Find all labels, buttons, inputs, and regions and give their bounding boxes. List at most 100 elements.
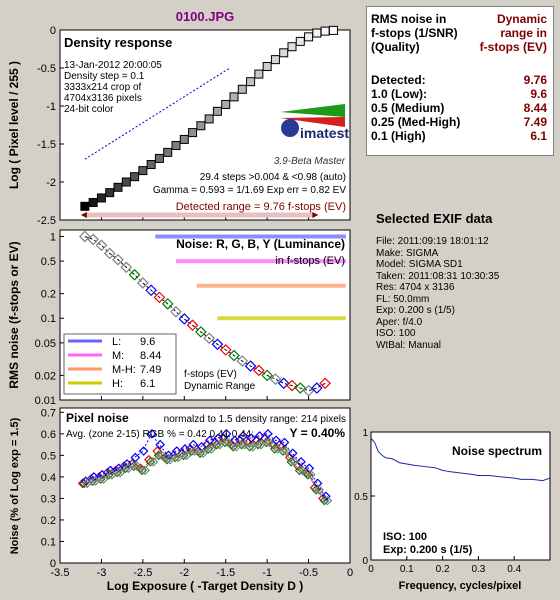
dynamic-range-table: RMS noise in f-stops (1/SNR) (Quality) D… — [366, 6, 554, 156]
x-tick-label: -0.5 — [299, 567, 318, 579]
y-tick-label: 0.6 — [41, 429, 56, 441]
logo-name: imatest — [300, 125, 349, 141]
pixel-noise-marker — [264, 437, 275, 448]
pixel-noise-marker — [272, 444, 283, 454]
density-step-marker — [304, 32, 314, 42]
pixel-noise-marker — [220, 437, 230, 448]
pixel-noise-marker — [79, 478, 89, 489]
logo-version: 3.9-Beta Master — [274, 156, 346, 167]
noise-marker — [311, 382, 323, 394]
pixel-noise-marker — [321, 491, 331, 502]
noise-marker — [302, 384, 315, 397]
y-tick-label: 0 — [50, 558, 56, 570]
pixel-noise-series-B — [84, 432, 326, 497]
density-step-marker — [96, 193, 106, 203]
noise-marker — [228, 349, 240, 362]
noise-marker — [195, 326, 207, 338]
density-step-marker — [138, 166, 148, 176]
density-step-marker — [105, 188, 115, 198]
noise-marker — [87, 233, 99, 246]
density-info-line: Density step = 0.1 — [64, 71, 145, 82]
gamma-fit-line — [84, 67, 231, 160]
pixel-noise-marker — [130, 452, 141, 463]
pixel-noise-marker — [256, 439, 266, 450]
y-tick-label: 0.01 — [35, 395, 56, 407]
pixel-noise-plot-area — [59, 407, 351, 564]
pixel-noise-marker — [138, 446, 149, 456]
noise-marker — [253, 364, 265, 377]
density-step-marker — [237, 84, 247, 94]
x-tick-label: -1.5 — [216, 567, 235, 579]
pixel-noise-marker — [181, 450, 192, 461]
y-tick-label: 0.5 — [354, 492, 368, 503]
y-tick-label: 0.3 — [41, 493, 56, 505]
pixel-noise-marker — [279, 437, 290, 448]
density-step-marker — [179, 134, 189, 144]
spectrum-title: Noise spectrum — [452, 444, 542, 458]
pixel-noise-marker — [297, 465, 308, 476]
pixel-noise-marker — [214, 439, 225, 450]
row-value: 8.44 — [523, 101, 547, 115]
legend-value: 6.1 — [140, 378, 155, 390]
x-tick-label: -2.5 — [133, 567, 152, 579]
pixel-noise-marker — [322, 495, 333, 506]
density-step-marker — [279, 48, 289, 58]
density-step-marker — [212, 106, 222, 116]
y-tick-label: 0.1 — [41, 313, 56, 325]
pixel-noise-marker — [198, 448, 208, 459]
pixel-noise-marker — [205, 435, 215, 446]
density-info-line: 3333x214 crop of — [64, 82, 142, 93]
noise-marker — [120, 261, 133, 274]
legend-label: L: — [112, 336, 121, 348]
noise-marker — [294, 382, 307, 394]
noise-marker — [153, 291, 166, 304]
noise-marker — [261, 369, 273, 382]
table-row: 0.25 (Med-High) 7.49 — [371, 115, 547, 129]
density-stats-line: Gamma = 0.593 = 1/1.69 Exp err = 0.82 EV — [153, 185, 346, 196]
table-row: 0.1 (High) 6.1 — [371, 129, 547, 143]
y-tick-label: 0.2 — [41, 289, 56, 301]
header-line: f-stops (1/SNR) — [371, 26, 458, 40]
density-step-marker — [287, 42, 297, 52]
pixel-noise-y: Y = 0.40% — [290, 426, 346, 440]
row-value: 6.1 — [530, 129, 547, 143]
density-step-marker — [246, 77, 256, 87]
density-step-marker — [254, 69, 264, 79]
y-tick-label: 0.5 — [41, 450, 56, 462]
exif-line: Model: SIGMA SD1 — [376, 259, 463, 270]
noise-marker — [79, 230, 91, 243]
density-title: Density response — [64, 35, 172, 50]
header-line: range in — [500, 26, 547, 40]
noise-marker — [112, 253, 124, 266]
pixel-noise-marker — [271, 435, 282, 446]
noise-marker — [219, 344, 232, 356]
density-info-line: 24-bit color — [64, 104, 114, 115]
pixel-noise-marker — [128, 461, 139, 471]
pixel-noise-marker — [246, 433, 257, 443]
row-value: 7.49 — [523, 115, 547, 129]
noise-marker — [161, 297, 174, 310]
y-tick-label: 0 — [362, 556, 368, 567]
pixel-noise-marker — [186, 446, 197, 456]
y-tick-label: 0.4 — [41, 472, 56, 484]
noise-subtitle: in f-stops (EV) — [275, 255, 345, 267]
noise-marker — [269, 373, 282, 385]
noise-marker — [286, 379, 298, 392]
pixel-noise-marker — [211, 439, 222, 450]
legend-value: 7.49 — [140, 364, 161, 376]
legend-label: H: — [112, 378, 123, 390]
pixel-noise-marker — [90, 476, 101, 487]
pixel-noise-title: Pixel noise — [66, 411, 129, 425]
pixel-noise-marker — [156, 450, 167, 461]
legend-value: 9.6 — [140, 336, 155, 348]
row-label: 0.25 (Med-High) — [371, 115, 461, 129]
pixel-noise-marker — [269, 444, 280, 454]
y-tick-label: -2 — [46, 177, 56, 189]
noise-legend: L: 9.6 M: 8.44 M-H: 7.49 H: 6.1 — [63, 333, 177, 395]
pixel-noise-marker — [263, 428, 273, 439]
pixel-noise-marker — [238, 431, 248, 441]
legend-label: M-H: — [112, 364, 136, 376]
y-tick-label: -1 — [46, 101, 56, 113]
y-tick-label: 0.5 — [41, 256, 56, 268]
density-step-marker — [154, 153, 164, 163]
